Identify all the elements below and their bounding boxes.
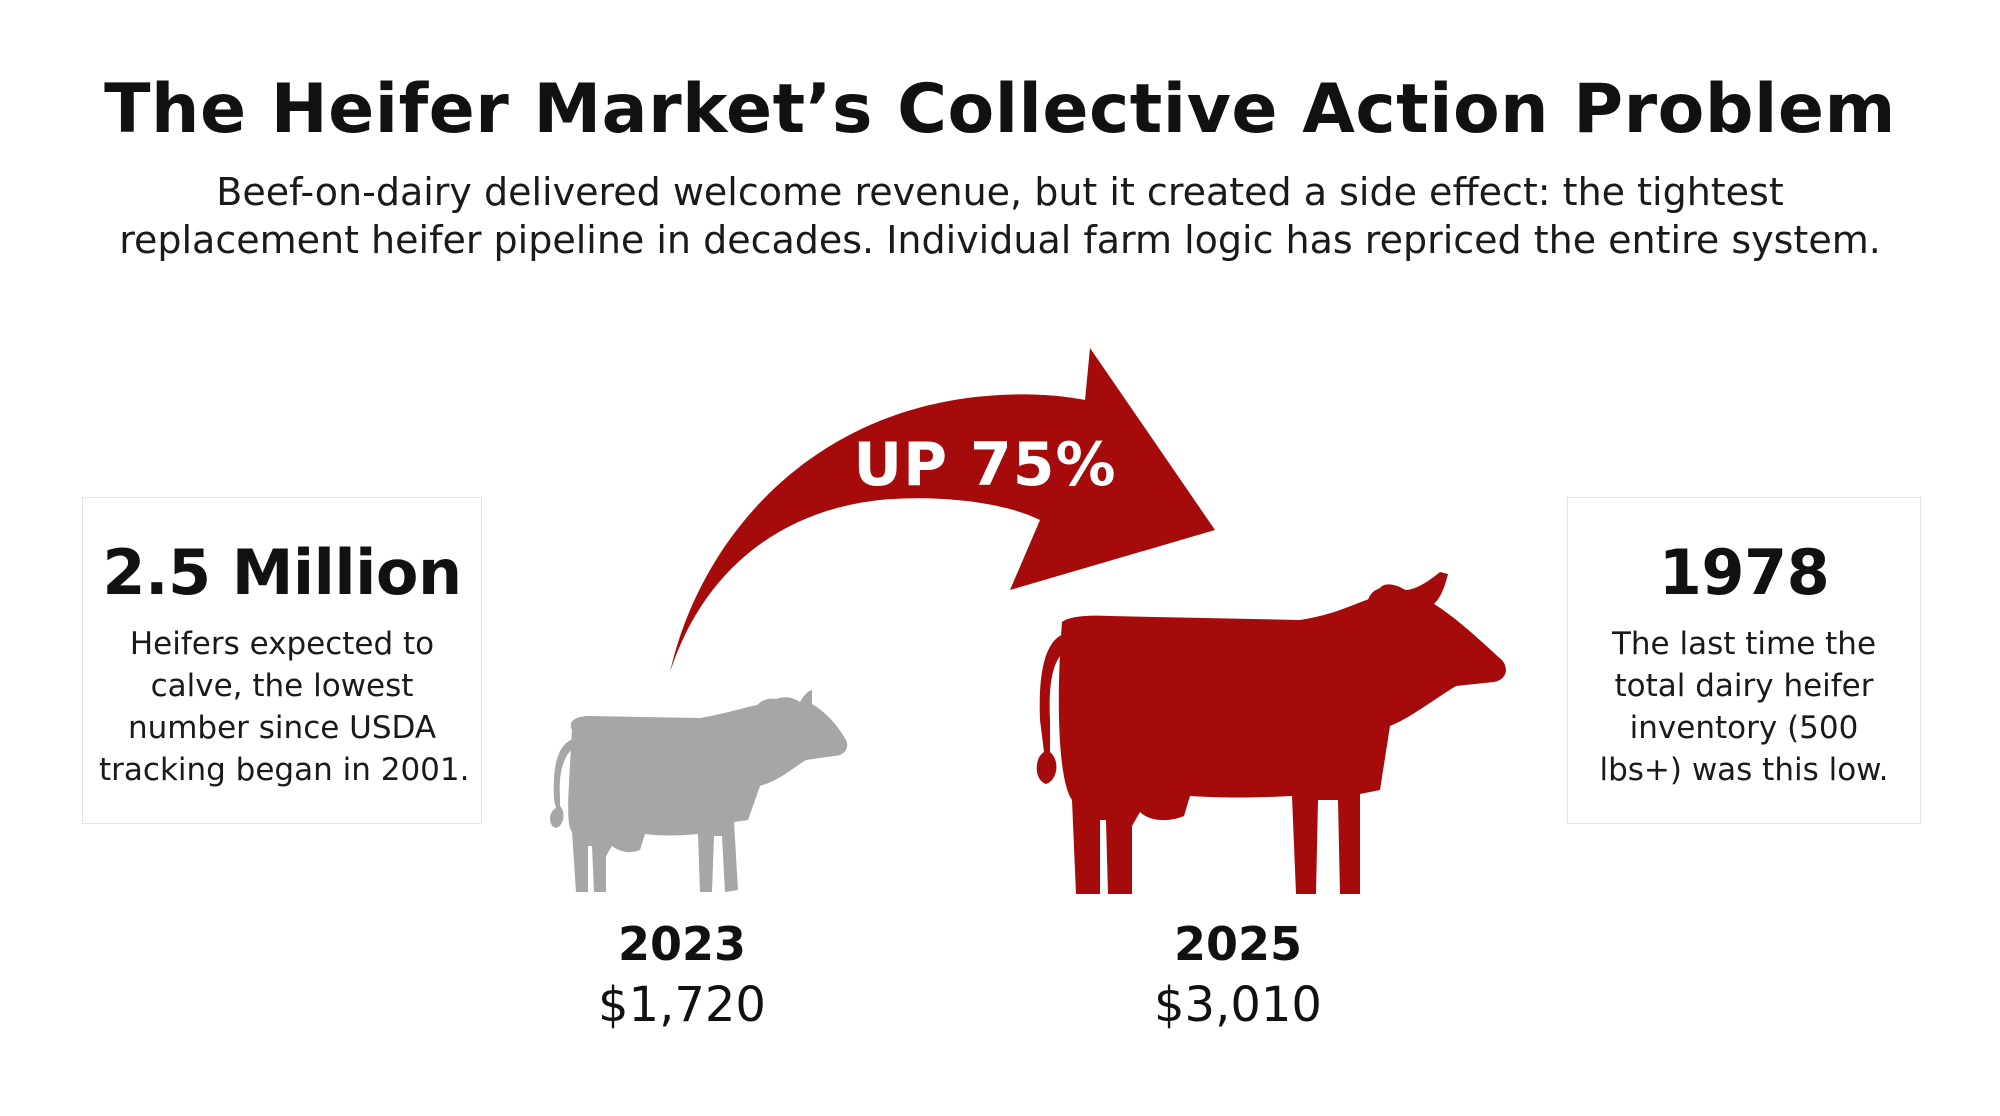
stat-value: 1978 — [1658, 536, 1830, 609]
stat-desc-line: lbs+) was this low. — [1599, 752, 1889, 788]
stat-desc-line: The last time the — [1611, 626, 1877, 662]
stat-desc-line: total dairy heifer — [1614, 668, 1874, 704]
cow-icon — [1036, 572, 1506, 894]
stat-description: Heifers expected to calve, the lowest nu… — [83, 623, 481, 791]
subtitle-line-2: replacement heifer pipeline in decades. … — [119, 218, 1881, 262]
stat-card-heifers: 2.5 Million Heifers expected to calve, t… — [82, 497, 482, 824]
price-2025-label: $3,010 — [1154, 977, 1322, 1033]
percent-change-label: UP 75% — [853, 430, 1117, 500]
stat-description: The last time the total dairy heifer inv… — [1568, 623, 1920, 791]
stat-desc-line: number since USDA — [127, 710, 437, 746]
stat-desc-line: tracking began in 2001. — [99, 752, 470, 788]
stat-value: 2.5 Million — [102, 536, 462, 609]
stat-desc-line: Heifers expected to — [129, 626, 435, 662]
year-2025-label: 2025 — [1173, 917, 1303, 971]
stat-card-1978: 1978 The last time the total dairy heife… — [1567, 497, 1921, 824]
cow-icon — [550, 690, 848, 892]
subtitle-line-1: Beef-on-dairy delivered welcome revenue,… — [216, 170, 1784, 214]
year-2023-label: 2023 — [617, 917, 747, 971]
curved-arrow-icon — [670, 348, 1215, 672]
page-subtitle: Beef-on-dairy delivered welcome revenue,… — [100, 168, 1900, 264]
price-2023-label: $1,720 — [598, 977, 766, 1033]
stat-desc-line: inventory (500 — [1629, 710, 1859, 746]
stat-desc-line: calve, the lowest — [150, 668, 414, 704]
page-title: The Heifer Market’s Collective Action Pr… — [104, 70, 1896, 149]
